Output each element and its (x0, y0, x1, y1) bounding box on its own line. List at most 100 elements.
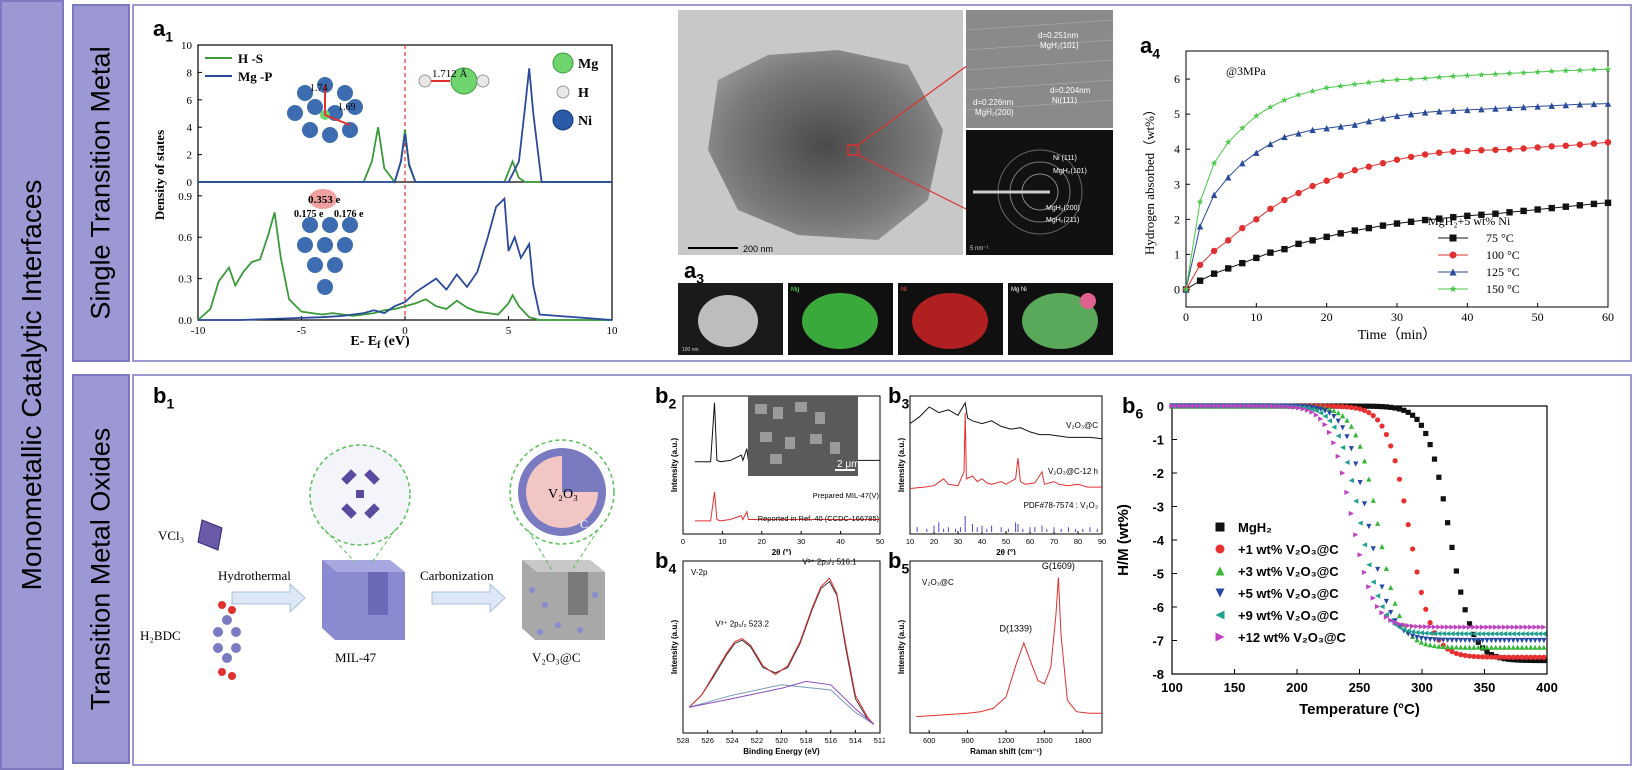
a4-legend-label: 100 °C (1486, 248, 1520, 262)
b6-point (1445, 631, 1451, 637)
b6-point (1453, 650, 1459, 657)
b3-frame (909, 395, 1103, 535)
a4-point (1295, 189, 1302, 197)
b6-point (1510, 631, 1516, 637)
b6-point (1431, 642, 1438, 649)
b3-xtick-label: 90 (1098, 537, 1106, 546)
b3-chart: 10 20 30 40 50 60 70 80 90 2θ (°) Intensity (a.u.)… (897, 395, 1106, 555)
b6-point (1401, 407, 1407, 413)
b6-point (1278, 403, 1284, 410)
b6-point (1453, 644, 1459, 650)
b6-point (1445, 644, 1451, 650)
b6-point (1523, 657, 1529, 663)
b2-xtick-label: 10 (718, 537, 726, 546)
b6-point (1361, 407, 1368, 414)
eds-tag-ni: Ni (901, 287, 907, 293)
b6-point (1541, 644, 1547, 650)
b5-xtick-label: 1500 (1036, 736, 1053, 745)
b6-legend-label: +5 wt% V₂O₃@C (1238, 586, 1339, 601)
tem-scale: 200 nm (743, 244, 773, 254)
a4-xtick-label: 30 (1391, 310, 1403, 324)
b6-point (1484, 644, 1490, 650)
b6-point (1506, 637, 1512, 644)
a4-point (1323, 124, 1330, 132)
a4-ytick-label: 3 (1174, 177, 1180, 191)
b5-title: V₂O₃@C (922, 578, 954, 587)
a4-legend-marker (1449, 234, 1457, 242)
b6-point (1449, 649, 1455, 655)
b6-point (1453, 568, 1459, 574)
a4-point (1239, 259, 1246, 267)
a1-bottom-ytick-label: 0.0 (178, 315, 192, 327)
b6-point (1340, 470, 1346, 476)
b6-point (1335, 410, 1341, 416)
b2-xtick-label: 40 (836, 537, 844, 546)
b6-point (1313, 412, 1319, 418)
b6-point (1536, 637, 1543, 644)
a4-ytick-label: 2 (1174, 212, 1180, 226)
b6-point (1501, 644, 1508, 650)
b6-point (1466, 624, 1473, 630)
b6-point (1528, 654, 1534, 660)
a4-point (1506, 69, 1513, 77)
a4-point (1351, 80, 1359, 88)
b6-point (1326, 406, 1333, 412)
b4-label: b4 (655, 548, 677, 577)
a4-point (1196, 261, 1204, 269)
a4-point (1421, 216, 1429, 224)
hr-label-2b: Ni(111) (1052, 96, 1077, 105)
saed-label-4: MgH₂(211) (1046, 217, 1079, 224)
b6-point (1440, 624, 1446, 630)
b6-point (1501, 624, 1508, 630)
b4-chart: 528 526 524 522 520 518 516 514 512 Binding Energ… (670, 557, 885, 756)
b6-point (1510, 637, 1516, 644)
a4-label: a4 (1140, 33, 1161, 62)
b6-point (1515, 631, 1521, 637)
b6-point (1453, 631, 1459, 637)
a4-point (1295, 240, 1302, 248)
mg-atom-icon (552, 52, 574, 74)
b6-point (1515, 657, 1521, 663)
b3-xtick-label: 80 (1074, 537, 1082, 546)
b6-point (1445, 624, 1451, 630)
b3-reference-label: PDF#78-7574 : V₂O₃ (1024, 501, 1098, 510)
b6-point (1519, 644, 1525, 650)
b5-peak2-label: G(1609) (1042, 561, 1075, 571)
b6-point (1396, 476, 1403, 482)
a4-point (1337, 172, 1344, 179)
b6-point (1169, 403, 1175, 409)
a4-point (1464, 106, 1471, 114)
b6-point (1379, 584, 1385, 590)
mol-h2-atom-icon (476, 74, 490, 88)
row1-label: Single Transition Metal (72, 4, 130, 362)
b6-ytick-label: -6 (1152, 600, 1164, 615)
a4-point (1576, 66, 1584, 74)
a4-xtick-label: 0 (1183, 310, 1189, 324)
b6-point (1405, 409, 1411, 415)
b6-point (1449, 644, 1455, 650)
b6-legend-label: +9 wt% V₂O₃@C (1238, 608, 1339, 623)
b6-point (1366, 562, 1372, 568)
b6-point (1392, 458, 1398, 464)
b6-point (1326, 410, 1333, 416)
a4-point (1604, 138, 1612, 146)
b6-ytick-label: -4 (1152, 533, 1164, 548)
b6-point (1340, 425, 1346, 431)
b6-point (1344, 417, 1350, 423)
b6-point (1466, 644, 1473, 650)
a1-plot-area: 0 2 4 6 8 10 0.0 0.3 0.6 0.9 -10 -5 0 5 10 (178, 40, 618, 337)
b6-point (1497, 631, 1503, 637)
b6-point (1466, 637, 1473, 644)
a4-point (1323, 233, 1330, 241)
a4-point (1281, 196, 1288, 204)
b6-point (1375, 520, 1381, 526)
b6-point (1388, 617, 1394, 623)
a4-point (1478, 211, 1485, 218)
a4-point (1590, 140, 1598, 147)
b6-point (1523, 631, 1529, 637)
b6-legend-label: +1 wt% V₂O₃@C (1238, 542, 1339, 557)
b6-point (1536, 644, 1543, 650)
b6-point (1313, 405, 1319, 411)
b6-point (1488, 654, 1494, 660)
a4-point (1492, 70, 1499, 77)
